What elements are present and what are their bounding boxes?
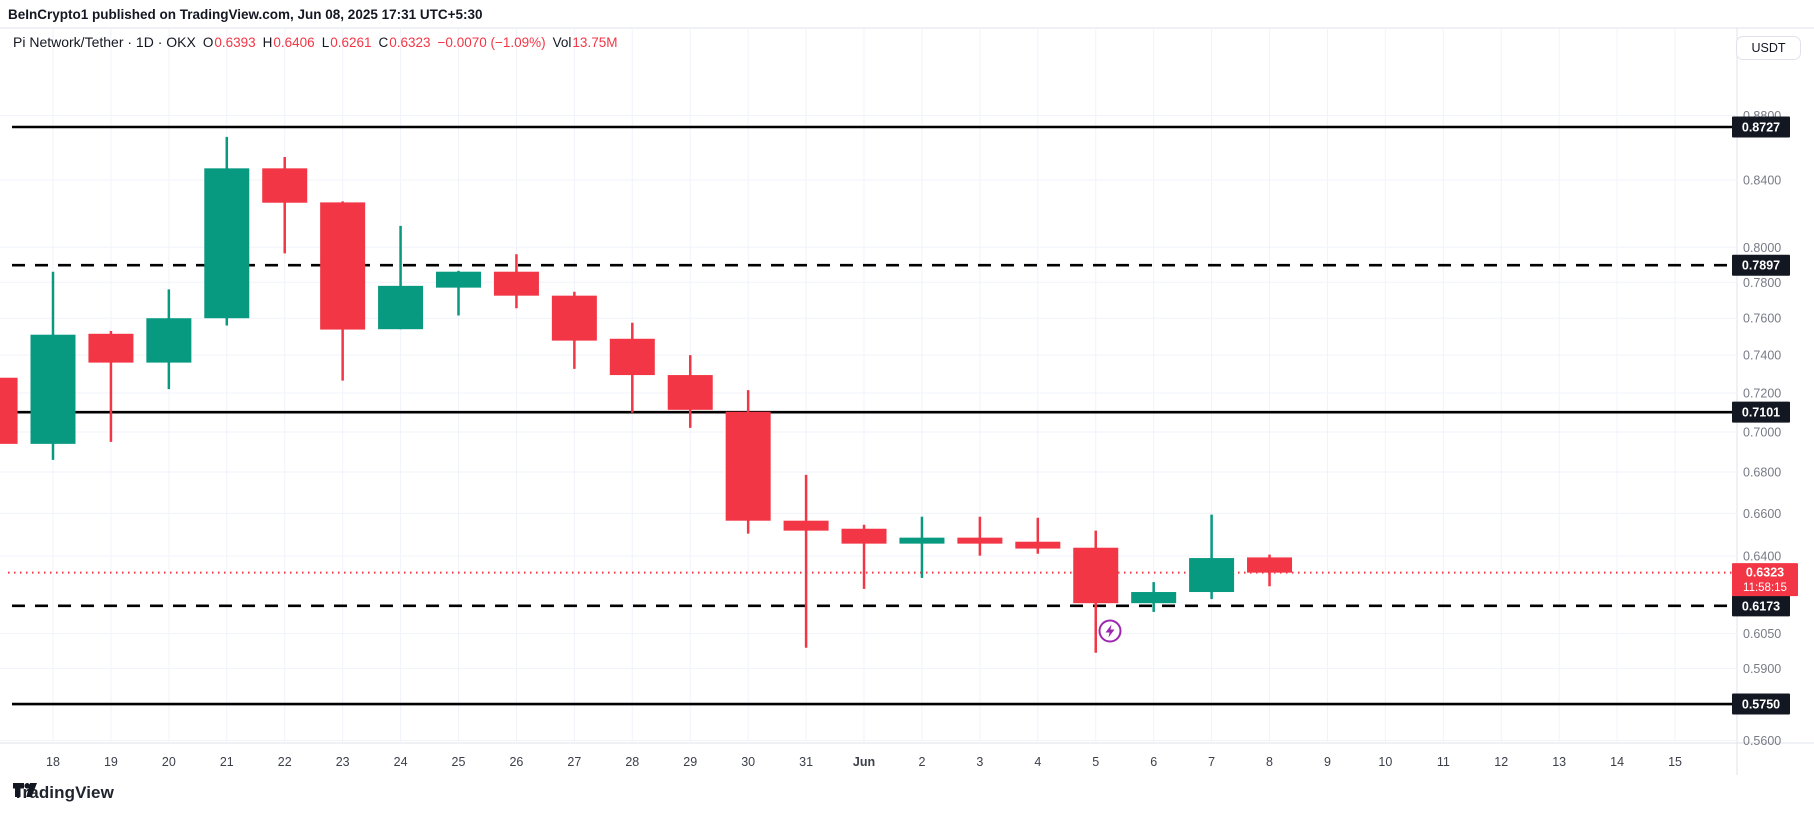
time-tick-label[interactable]: 29 [683, 755, 697, 769]
time-tick-label[interactable]: 22 [278, 755, 292, 769]
time-tick-label[interactable]: 4 [1034, 755, 1041, 769]
price-tick-label[interactable]: 0.6800 [1743, 466, 1781, 480]
time-tick-label[interactable]: 21 [220, 755, 234, 769]
price-tick-label[interactable]: 0.6050 [1743, 627, 1781, 641]
time-tick-label[interactable]: 7 [1208, 755, 1215, 769]
candle-jun-8[interactable] [1247, 554, 1293, 587]
ohlc-close: C 0.6323 [378, 34, 431, 50]
candle-may-20[interactable] [146, 289, 192, 390]
price-tick-label[interactable]: 0.6400 [1743, 549, 1781, 563]
time-tick-label[interactable]: 14 [1610, 755, 1624, 769]
candle-may-26[interactable] [493, 254, 539, 309]
candle-may-23[interactable] [320, 201, 366, 381]
svg-text:0.8727: 0.8727 [1742, 121, 1780, 135]
bar-countdown: 11:58:15 [1743, 582, 1787, 594]
price-tick-label[interactable]: 0.7200 [1743, 387, 1781, 401]
level-price-label [1732, 401, 1790, 423]
time-tick-label[interactable]: 10 [1378, 755, 1392, 769]
time-tick-label[interactable]: 5 [1092, 755, 1099, 769]
time-tick-label[interactable]: 18 [46, 755, 60, 769]
level-price-label [1732, 595, 1790, 617]
currency-unit-button[interactable]: USDT [1736, 36, 1801, 60]
time-tick-label[interactable]: 8 [1266, 755, 1273, 769]
svg-text:0.5750: 0.5750 [1742, 698, 1780, 712]
time-tick-label[interactable]: 25 [452, 755, 466, 769]
svg-text:0.6323: 0.6323 [1746, 566, 1784, 580]
candle-may-30[interactable] [725, 390, 771, 534]
ohlc-low: L 0.6261 [321, 34, 372, 50]
time-tick-label[interactable]: Jun [853, 755, 875, 769]
svg-text:0.7101: 0.7101 [1742, 406, 1780, 420]
volume: Vol 13.75M [552, 34, 618, 50]
time-tick-label[interactable]: 26 [509, 755, 523, 769]
candle-may-18[interactable] [30, 271, 76, 460]
candle-may-29[interactable] [667, 355, 713, 428]
candle-may-19[interactable] [88, 331, 134, 442]
tradingview-logo-icon [13, 783, 37, 797]
price-tick-label[interactable]: 0.7600 [1743, 312, 1781, 326]
price-tick-label[interactable]: 0.8000 [1743, 241, 1781, 255]
symbol-title: Pi Network/Tether · 1D · OKX [13, 34, 196, 50]
page-title: BeInCrypto1 published on TradingView.com… [8, 7, 483, 22]
svg-text:0.7897: 0.7897 [1742, 259, 1780, 273]
candle-may-31[interactable] [783, 474, 829, 648]
lightning-circle-icon[interactable] [1098, 619, 1122, 643]
time-tick-label[interactable]: 19 [104, 755, 118, 769]
current-price-label [1732, 563, 1798, 597]
time-tick-label[interactable]: 24 [394, 755, 408, 769]
svg-text:0.6173: 0.6173 [1742, 599, 1780, 613]
candle-jun-3[interactable] [957, 516, 1003, 556]
price-tick-label[interactable]: 0.5900 [1743, 662, 1781, 676]
level-price-label [1732, 693, 1790, 715]
time-tick-label[interactable]: 2 [918, 755, 925, 769]
candle-may-21[interactable] [204, 136, 250, 326]
time-tick-label[interactable]: 15 [1668, 755, 1682, 769]
candle-may-28[interactable] [609, 322, 655, 413]
ohlc-high: H 0.6406 [262, 34, 315, 50]
time-tick-label[interactable]: 30 [741, 755, 755, 769]
candle-jun-6[interactable] [1131, 582, 1177, 612]
price-change: −0.0070 (−1.09%) [437, 34, 546, 50]
time-tick-label[interactable]: 27 [567, 755, 581, 769]
candle-jun-1[interactable] [841, 524, 887, 589]
price-tick-label[interactable]: 0.7800 [1743, 276, 1781, 290]
time-tick-label[interactable]: 28 [625, 755, 639, 769]
time-tick-label[interactable]: 11 [1437, 755, 1450, 769]
level-price-label [1732, 116, 1790, 138]
time-tick-label[interactable]: 9 [1324, 755, 1331, 769]
time-tick-label[interactable]: 31 [799, 755, 813, 769]
price-tick-label[interactable]: 0.6600 [1743, 507, 1781, 521]
price-tick-label[interactable]: 0.5600 [1743, 734, 1781, 748]
candle-may-22[interactable] [262, 156, 308, 254]
candle-jun-5[interactable] [1073, 530, 1119, 653]
tradingview-attribution[interactable]: TradingView [13, 783, 114, 803]
time-tick-label[interactable]: 6 [1150, 755, 1157, 769]
level-price-label [1732, 254, 1790, 276]
symbol-legend: Pi Network/Tether · 1D · OKX O 0.6393 H 0.… [13, 34, 617, 50]
time-tick-label[interactable]: 12 [1494, 755, 1508, 769]
candle-jun-7[interactable] [1189, 514, 1235, 600]
time-tick-label[interactable]: 20 [162, 755, 176, 769]
tradingview-logo-text: TradingView [13, 783, 114, 802]
candle-may-25[interactable] [436, 270, 482, 316]
price-tick-label[interactable]: 0.7000 [1743, 425, 1781, 439]
candle-may-27[interactable] [551, 291, 597, 369]
candle-may-24[interactable] [378, 225, 424, 330]
time-tick-label[interactable]: 13 [1552, 755, 1566, 769]
candle-jun-4[interactable] [1015, 517, 1061, 554]
ohlc-open: O 0.6393 [202, 34, 256, 50]
time-tick-label[interactable]: 23 [336, 755, 350, 769]
price-tick-label[interactable]: 0.8400 [1743, 173, 1781, 187]
time-tick-label[interactable]: 3 [976, 755, 983, 769]
candle-may-17[interactable] [0, 377, 18, 444]
price-tick-label[interactable]: 0.7400 [1743, 349, 1781, 363]
candle-jun-2[interactable] [899, 516, 945, 578]
